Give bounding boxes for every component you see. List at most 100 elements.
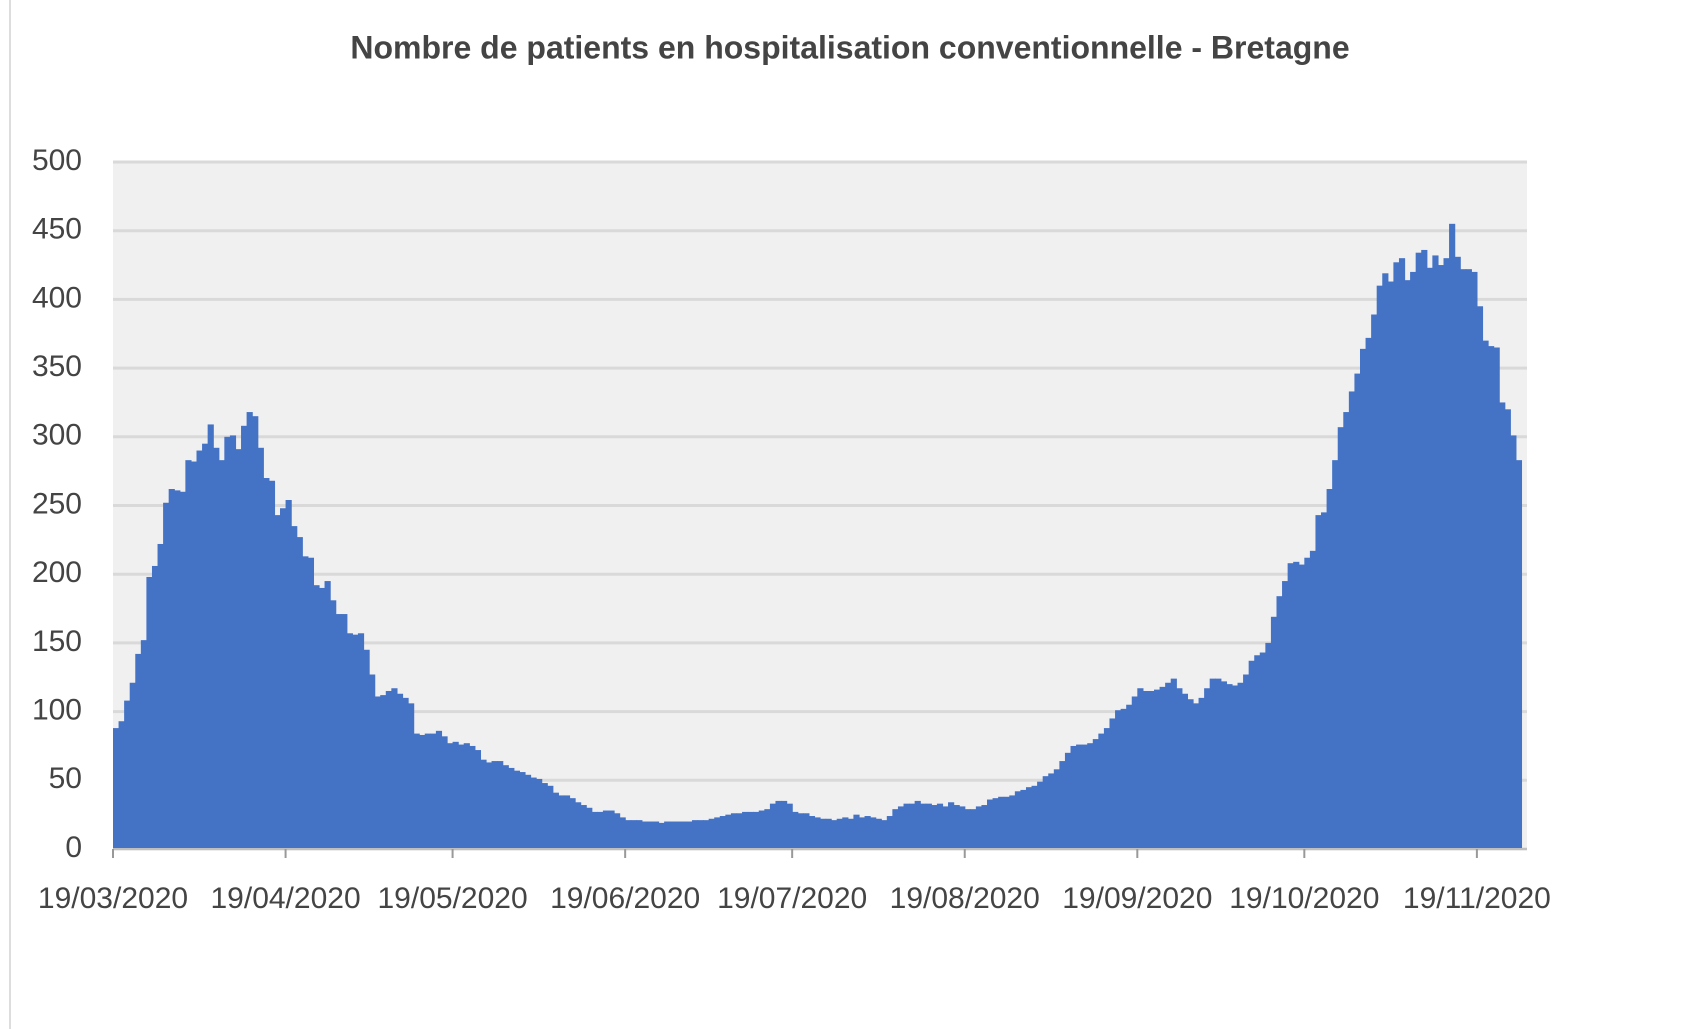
bar bbox=[196, 450, 203, 849]
bar bbox=[714, 817, 721, 849]
bar bbox=[229, 435, 237, 849]
bar bbox=[1276, 596, 1283, 849]
bar bbox=[1449, 223, 1456, 849]
bar bbox=[185, 460, 192, 849]
bar bbox=[730, 813, 738, 849]
bar bbox=[1003, 796, 1010, 849]
y-tick-label: 500 bbox=[32, 144, 82, 177]
bar bbox=[769, 803, 777, 849]
bar bbox=[207, 424, 214, 849]
bar bbox=[1115, 710, 1122, 849]
bar bbox=[970, 809, 977, 849]
x-tick-label: 19/06/2020 bbox=[550, 882, 700, 915]
bar bbox=[1476, 306, 1484, 849]
bar bbox=[1348, 391, 1356, 849]
bar bbox=[636, 820, 643, 849]
bar bbox=[296, 537, 303, 849]
bar bbox=[847, 818, 855, 849]
bar bbox=[725, 814, 732, 849]
bar bbox=[1231, 685, 1239, 849]
bar bbox=[1460, 269, 1467, 849]
bar bbox=[858, 817, 866, 849]
bar bbox=[641, 821, 649, 849]
bar bbox=[1354, 373, 1361, 849]
bar bbox=[268, 480, 276, 849]
bar bbox=[820, 818, 827, 849]
bar bbox=[1287, 563, 1294, 849]
bar bbox=[992, 798, 999, 849]
bar bbox=[118, 721, 125, 849]
bar bbox=[1315, 515, 1322, 849]
bar bbox=[842, 817, 849, 849]
bar bbox=[1126, 704, 1133, 849]
bar bbox=[953, 805, 960, 849]
bar bbox=[1443, 258, 1450, 849]
bar bbox=[647, 821, 654, 849]
bar bbox=[1510, 435, 1517, 849]
bar bbox=[563, 795, 571, 849]
bar bbox=[1176, 688, 1183, 849]
bar bbox=[424, 733, 431, 849]
bar bbox=[391, 688, 398, 849]
bar bbox=[135, 653, 142, 849]
bar bbox=[1376, 285, 1383, 849]
bar bbox=[224, 436, 231, 849]
bar bbox=[942, 806, 949, 849]
bar bbox=[313, 585, 320, 849]
bar bbox=[1371, 314, 1378, 849]
bar bbox=[1426, 267, 1433, 850]
y-tick-label: 150 bbox=[32, 625, 82, 658]
bar bbox=[1415, 252, 1422, 849]
bar bbox=[241, 425, 248, 849]
bar bbox=[1309, 550, 1317, 849]
bar bbox=[452, 741, 459, 849]
bar bbox=[614, 813, 621, 849]
bar bbox=[530, 777, 537, 849]
bar bbox=[602, 810, 610, 849]
bar bbox=[981, 805, 988, 849]
bar bbox=[630, 820, 637, 849]
bar bbox=[1014, 791, 1022, 849]
bar bbox=[552, 792, 559, 849]
bar bbox=[797, 813, 804, 849]
bar bbox=[1321, 512, 1328, 849]
bar bbox=[519, 772, 526, 849]
bar bbox=[886, 816, 893, 849]
bar bbox=[1020, 789, 1027, 849]
bar bbox=[1343, 412, 1350, 849]
bar bbox=[936, 803, 944, 849]
bar bbox=[736, 813, 743, 849]
bar bbox=[1265, 642, 1272, 849]
bar bbox=[948, 802, 955, 849]
bar bbox=[1359, 348, 1367, 849]
bar bbox=[825, 818, 832, 849]
bar bbox=[1243, 674, 1250, 849]
bar bbox=[781, 800, 788, 849]
bar bbox=[1070, 745, 1077, 849]
bar bbox=[1042, 776, 1049, 849]
x-tick-label: 19/05/2020 bbox=[378, 882, 528, 915]
y-tick-label: 100 bbox=[32, 694, 82, 727]
bar bbox=[1421, 249, 1428, 849]
bar bbox=[408, 703, 415, 849]
bar bbox=[1437, 265, 1445, 849]
bar bbox=[1181, 693, 1189, 849]
bar bbox=[1499, 402, 1506, 849]
bar bbox=[463, 743, 470, 849]
y-tick-label: 250 bbox=[32, 487, 82, 520]
bar bbox=[524, 774, 532, 849]
bar bbox=[1120, 708, 1127, 849]
bar bbox=[786, 803, 793, 849]
bar bbox=[569, 798, 576, 849]
bar bbox=[1154, 689, 1161, 849]
bar bbox=[513, 770, 520, 849]
y-tick-label: 0 bbox=[65, 831, 82, 864]
bar bbox=[903, 803, 910, 849]
bar bbox=[758, 810, 765, 849]
bar bbox=[1259, 652, 1266, 849]
bar bbox=[964, 809, 971, 849]
bar bbox=[1031, 785, 1038, 849]
bar bbox=[652, 821, 660, 849]
bar bbox=[235, 449, 242, 849]
bar bbox=[1365, 337, 1372, 849]
